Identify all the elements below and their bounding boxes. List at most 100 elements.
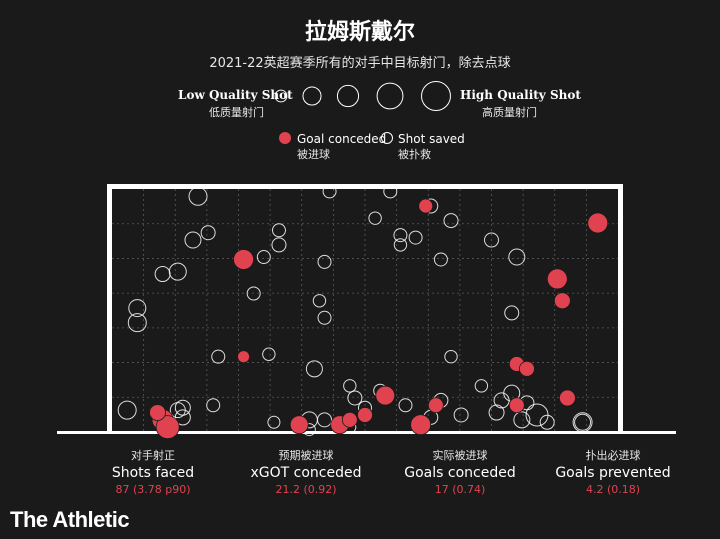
- shot-saved: [211, 349, 226, 364]
- stat-zh: 实际被进球: [432, 449, 488, 462]
- shot-saved: [117, 400, 137, 420]
- legend-size-marker: [421, 81, 451, 111]
- stat-en: Goals conceded: [404, 465, 516, 481]
- brand-logo: The Athletic: [10, 507, 130, 532]
- shot-goal: [559, 389, 576, 407]
- shot-saved: [317, 412, 333, 428]
- shot-saved: [271, 223, 286, 238]
- shot-saved: [383, 184, 398, 199]
- stat-en: Goals prevented: [555, 465, 671, 481]
- low-quality-label: Low Quality Shot: [178, 88, 293, 102]
- shot-saved: [488, 404, 505, 421]
- high-quality-sub: 高质量射门: [482, 106, 537, 119]
- stat-shots-faced: 对手射正 Shots faced 87 (3.78 p90): [78, 447, 228, 496]
- legend-saved-marker: [381, 132, 393, 144]
- shot-saved: [453, 407, 469, 423]
- legend-goal-marker: [279, 132, 291, 144]
- shot-saved: [128, 299, 147, 318]
- shot-saved: [504, 305, 520, 321]
- shot-saved-sub: 被扑救: [398, 148, 431, 161]
- shot-saved: [174, 399, 191, 416]
- goal-conceded-label: Goal conceded: [297, 132, 387, 146]
- shot-saved: [127, 313, 147, 333]
- shot-saved: [525, 403, 549, 427]
- shot-goal: [289, 415, 309, 435]
- legend-size-marker: [376, 82, 404, 110]
- legend-size-marker: [302, 86, 322, 106]
- shot-saved: [398, 398, 413, 413]
- shot-saved: [508, 248, 526, 266]
- legend-size-marker: [274, 89, 288, 103]
- shot-goal: [427, 397, 444, 414]
- shot-saved: [262, 347, 276, 361]
- legend-markers: [274, 81, 451, 144]
- shot-goal: [418, 198, 434, 214]
- shot-saved: [539, 414, 555, 430]
- stat-goals-conceded: 实际被进球 Goals conceded 17 (0.74): [385, 447, 535, 496]
- shot-saved: [393, 238, 408, 252]
- shot-saved: [343, 379, 357, 393]
- goal-net-grid: [112, 189, 618, 432]
- shot-saved: [317, 254, 332, 269]
- left-post: [107, 184, 112, 434]
- high-quality-label: High Quality Shot: [460, 88, 581, 102]
- shot-saved: [433, 252, 448, 267]
- shot-saved: [174, 409, 191, 426]
- stat-goals-prevented: 扑出必进球 Goals prevented 4.2 (0.18): [538, 447, 688, 496]
- shot-goal: [508, 397, 525, 414]
- shot-saved: [443, 213, 459, 229]
- shot-saved: [444, 349, 458, 364]
- shot-goal: [237, 350, 250, 364]
- goal-conceded-sub: 被进球: [297, 148, 330, 161]
- stat-xgot-conceded: 预期被进球 xGOT conceded 21.2 (0.92): [231, 447, 381, 496]
- chart-subtitle: 2021-22英超赛季所有的对手中目标射门，除去点球: [209, 56, 511, 71]
- shot-goal: [553, 292, 571, 310]
- shot-saved: [206, 398, 221, 413]
- stat-zh: 对手射正: [131, 449, 175, 462]
- shot-goal: [357, 407, 373, 423]
- stat-value: 21.2 (0.92): [275, 483, 337, 496]
- goal-frame: [57, 184, 676, 434]
- shot-saved: [267, 415, 281, 429]
- legend-size-marker: [336, 84, 360, 108]
- stat-en: Shots faced: [111, 465, 195, 481]
- shot-saved: [484, 232, 499, 248]
- shot-goal: [519, 360, 535, 377]
- shot-saved: [393, 228, 408, 243]
- stat-en: xGOT conceded: [250, 465, 362, 481]
- shot-saved: [305, 360, 323, 378]
- shot-saved: [312, 294, 327, 308]
- shot-saved: [408, 230, 423, 245]
- shot-saved: [368, 211, 382, 225]
- right-post: [618, 184, 623, 434]
- stat-zh: 扑出必进球: [585, 449, 641, 462]
- outcome-legend: Goal conceded 被进球 Shot saved 被扑救: [0, 130, 720, 162]
- shot-goal: [375, 385, 396, 406]
- shot-goal: [341, 411, 358, 428]
- stat-value: 87 (3.78 p90): [115, 483, 191, 496]
- size-legend: Low Quality Shot 低质量射门 High Quality Shot…: [0, 84, 720, 124]
- shot-goal: [546, 268, 568, 290]
- shot-saved: [317, 310, 332, 325]
- goal-line: [57, 431, 676, 434]
- chart-title: 拉姆斯戴尔: [304, 20, 415, 45]
- shot-saved: [322, 184, 337, 199]
- shot-goal: [587, 212, 609, 234]
- shot-saved: [347, 390, 363, 406]
- shot-saved: [246, 286, 261, 301]
- shot-saved: [256, 250, 271, 265]
- shot-goal: [155, 415, 180, 440]
- crossbar: [107, 184, 623, 189]
- shot-saved: [513, 411, 531, 429]
- stat-value: 4.2 (0.18): [585, 483, 641, 496]
- shot-saved: [188, 186, 208, 206]
- shot-saved: [493, 392, 510, 409]
- shot-saved: [154, 266, 171, 283]
- shot-goal: [149, 404, 166, 421]
- shot-saved: [168, 262, 187, 281]
- stat-zh: 预期被进球: [278, 449, 334, 462]
- shot-saved: [574, 413, 592, 431]
- shot-goal: [410, 414, 432, 436]
- shot-saved: [572, 412, 593, 433]
